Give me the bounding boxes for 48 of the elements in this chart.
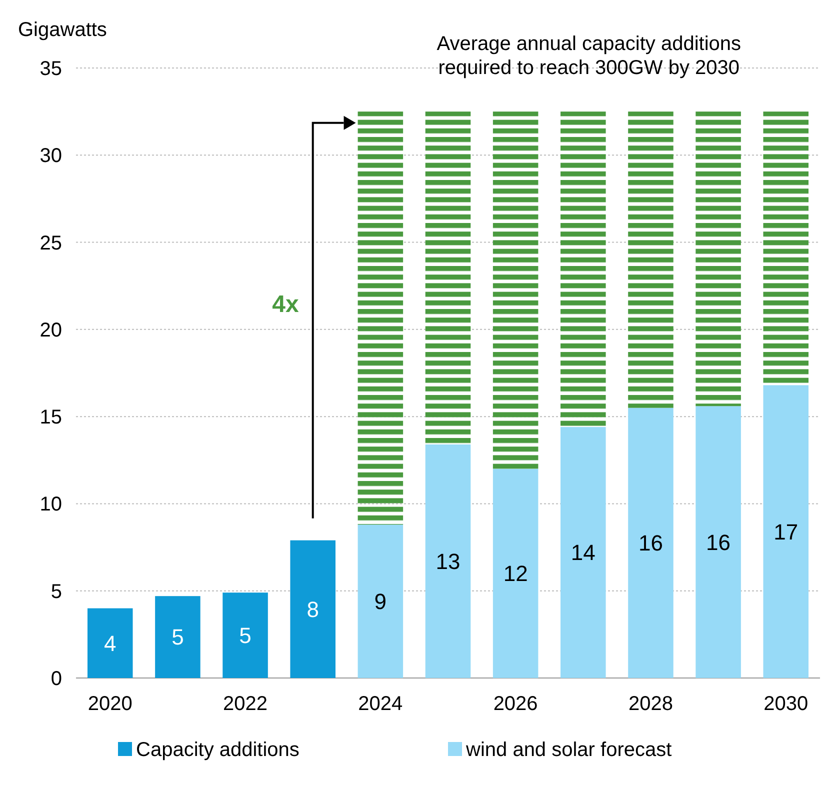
data-label: 4	[104, 630, 116, 656]
bar	[763, 112, 809, 386]
bar	[628, 408, 674, 678]
bar	[222, 592, 268, 678]
bar	[358, 524, 404, 678]
data-label: 14	[570, 540, 596, 566]
x-tick-label: 2026	[493, 693, 538, 715]
data-label: 16	[638, 530, 663, 556]
x-tick-label: 2030	[764, 693, 808, 715]
bar	[425, 444, 471, 678]
annotation: 4x	[272, 291, 300, 318]
legend-label: wind and solar forecast	[465, 739, 672, 761]
y-tick-label: 35	[40, 58, 62, 80]
annotation: Average annual capacity additions required to reach 300GW by 2030	[436, 33, 742, 79]
bar	[763, 385, 809, 678]
data-label: 5	[239, 623, 252, 648]
bar	[560, 427, 606, 678]
bar	[492, 468, 538, 678]
data-label: 13	[436, 548, 460, 574]
x-tick-label: 2020	[88, 693, 132, 715]
data-label: 12	[503, 561, 528, 586]
data-label: 5	[172, 624, 184, 650]
y-tick-label: 0	[50, 668, 62, 690]
data-label: 16	[706, 530, 731, 555]
y-axis-title: Gigawatts	[18, 19, 107, 41]
bar	[155, 596, 200, 678]
bar	[290, 540, 336, 678]
y-tick-label: 20	[40, 319, 62, 342]
y-tick-label: 30	[40, 145, 62, 168]
data-label: 8	[306, 596, 319, 622]
bar	[560, 112, 606, 428]
y-tick-label: 10	[40, 494, 62, 516]
y-tick-label: 15	[40, 406, 62, 429]
y-tick-label: 25	[40, 232, 62, 254]
bar	[425, 112, 471, 444]
y-tick-label: 5	[50, 580, 62, 603]
bar	[696, 406, 741, 678]
x-tick-label: 2022	[223, 693, 268, 715]
legend-label: Capacity additions	[136, 739, 300, 761]
x-tick-label: 2028	[628, 693, 673, 715]
data-label: 17	[774, 519, 798, 544]
bar	[358, 112, 404, 525]
x-tick-label: 2024	[358, 693, 403, 715]
bar	[492, 112, 538, 469]
bar	[87, 608, 133, 678]
bar	[628, 112, 674, 408]
bar	[696, 112, 741, 406]
data-label: 9	[374, 589, 387, 614]
